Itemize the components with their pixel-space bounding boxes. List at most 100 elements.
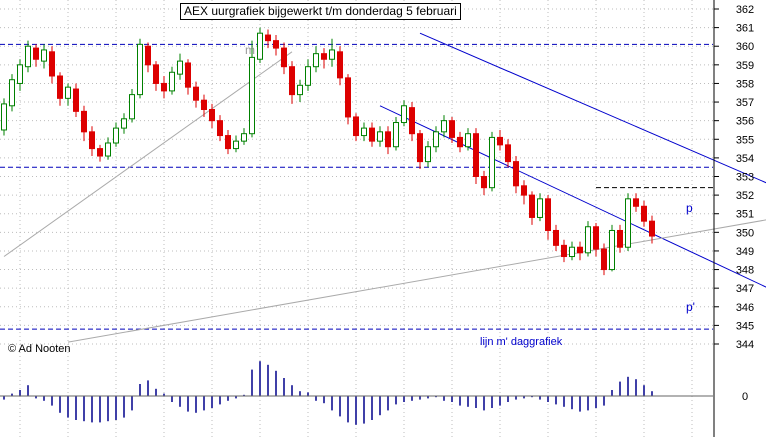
candle-body (321, 53, 327, 60)
candle-body (609, 229, 615, 271)
y-tick-label: 348 (736, 265, 754, 277)
y-tick-label: 357 (736, 97, 754, 109)
candle-body (137, 43, 143, 96)
candle-body (217, 120, 223, 137)
candle-body (369, 127, 375, 142)
y-tick-label: 349 (736, 246, 754, 258)
candle-body (153, 64, 159, 84)
candle-body (521, 185, 527, 196)
candle-body (241, 133, 247, 142)
candle-body (601, 248, 607, 271)
candle-body (9, 79, 15, 107)
candle-body (625, 198, 631, 248)
label-m: m (245, 43, 255, 57)
indicator-histogram (3, 361, 653, 425)
candle-body (393, 122, 399, 148)
y-tick-label: 345 (736, 320, 754, 332)
candle-body (1, 103, 7, 131)
candle-body (329, 49, 335, 60)
candle-body (105, 142, 111, 157)
candle-body (449, 120, 455, 138)
candle-body (433, 131, 439, 148)
y-tick-label: 355 (736, 134, 754, 146)
candle-body (121, 118, 127, 129)
candle-body (505, 144, 511, 163)
candle-body (401, 105, 407, 124)
horizontal-levels (0, 43, 713, 330)
candle-body (641, 205, 647, 222)
y-tick-label: 361 (736, 23, 754, 35)
candle-body (225, 135, 231, 150)
candle-body (337, 51, 343, 79)
y-tick-label: 353 (736, 172, 754, 184)
y-tick-label: 346 (736, 302, 754, 314)
candle-body (529, 194, 535, 218)
candle-body (25, 45, 31, 68)
y-tick-label: 359 (736, 60, 754, 72)
y-tick-label: 362 (736, 4, 754, 16)
candle-body (265, 34, 271, 42)
candle-body (193, 86, 199, 101)
candle-body (593, 226, 599, 250)
label-daily-line: lijn m' daggrafiek (480, 336, 563, 348)
candle-body (537, 198, 543, 218)
y-tick-label: 360 (736, 41, 754, 53)
y-axis: 362 361 360 359 358 357 356 355 354 353 352 351 350 3… (714, 4, 754, 351)
trendline-m-prime (67, 219, 766, 343)
candle-body (569, 246, 575, 258)
candle-body (201, 99, 207, 110)
indicator-zero-label: 0 (742, 391, 748, 403)
candle-body (145, 45, 151, 66)
candle-body (81, 110, 87, 133)
candle-body (185, 62, 191, 88)
candle-body (497, 136, 503, 146)
candle-body (633, 198, 639, 207)
candle-body (585, 226, 591, 254)
candle-body (89, 131, 95, 150)
candle-body (441, 120, 447, 133)
candle-body (545, 198, 551, 231)
candle-body (577, 246, 583, 254)
candle-body (49, 51, 55, 77)
candle-body (233, 140, 239, 150)
candle-body (73, 88, 79, 112)
trendline-m (3, 51, 293, 257)
candle-body (377, 131, 383, 142)
candle-body (129, 94, 135, 120)
candle-body (385, 131, 391, 148)
candle-body (305, 66, 311, 86)
chart-title: AEX uurgrafiek bijgewerkt t/m donderdag … (180, 3, 461, 20)
candle-body (297, 84, 303, 96)
candle-body (41, 49, 47, 62)
candle-body (17, 64, 23, 84)
y-tick-label: 350 (736, 227, 754, 239)
candle-body (281, 47, 287, 68)
label-p-prime: p' (686, 300, 695, 314)
candle-body (425, 146, 431, 163)
candle-body (457, 136, 463, 148)
candle-body (169, 71, 175, 92)
y-tick-label: 358 (736, 78, 754, 90)
y-tick-label: 352 (736, 190, 754, 202)
candle-body (409, 107, 415, 135)
candle-body (561, 244, 567, 258)
candle-body (177, 60, 183, 75)
candle-body (249, 56, 255, 135)
candle-body (113, 127, 119, 144)
y-tick-label: 344 (736, 339, 754, 351)
candle-body (353, 116, 359, 137)
candle-body (289, 66, 295, 96)
candle-body (161, 82, 167, 92)
y-tick-label: 351 (736, 209, 754, 221)
trendline-p (419, 32, 766, 184)
y-tick-label: 356 (736, 116, 754, 128)
candle-body (65, 86, 71, 99)
candle-body (513, 161, 519, 187)
candle-body (417, 133, 423, 163)
candle-body (345, 77, 351, 118)
candle-body (273, 40, 279, 49)
candle-body (617, 229, 623, 248)
candle-body (649, 220, 655, 237)
candles (1, 27, 655, 276)
